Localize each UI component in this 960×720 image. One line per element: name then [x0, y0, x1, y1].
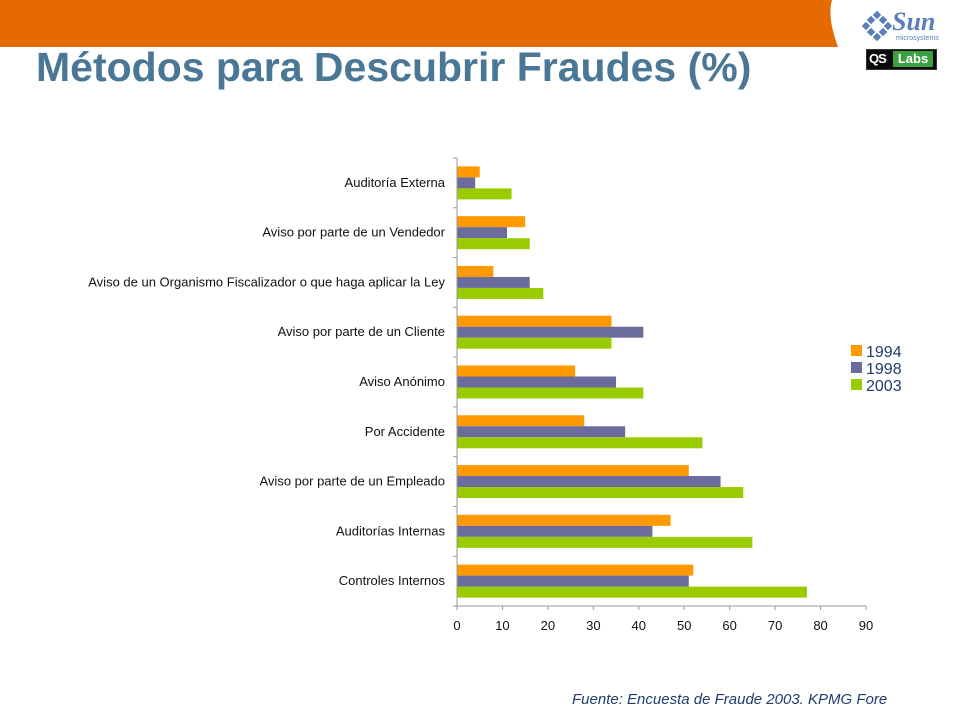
labs-logo-text: Labs [893, 51, 933, 67]
bar-1994-8 [457, 514, 671, 526]
legend-swatch-1994 [851, 345, 862, 356]
category-label: Por Accidente [365, 424, 445, 439]
bar-1994-5 [457, 365, 576, 377]
header-bar [0, 0, 838, 47]
qs-logo-text: QS [869, 51, 887, 66]
sun-logo-icon [862, 11, 892, 41]
x-tick-label: 50 [677, 618, 691, 633]
sun-logo: Sun microsystems [862, 7, 940, 43]
bar-1998-2 [457, 227, 507, 239]
legend-label-2003: 2003 [866, 378, 902, 395]
sun-logo-word: Sun [892, 7, 936, 36]
x-tick-label: 80 [813, 618, 827, 633]
bar-1994-9 [457, 564, 694, 576]
category-label: Aviso por parte de un Empleado [260, 474, 446, 489]
bar-2003-9 [457, 586, 807, 598]
bar-1998-7 [457, 476, 721, 488]
bar-1994-2 [457, 216, 526, 228]
bar-1998-4 [457, 326, 644, 338]
bar-1994-6 [457, 415, 585, 427]
bar-1998-5 [457, 376, 617, 388]
bar-2003-1 [457, 188, 512, 200]
legend-swatch-1998 [851, 362, 862, 373]
bar-1998-1 [457, 177, 476, 189]
category-label: Controles Internos [339, 573, 446, 588]
legend-label-1994: 1994 [866, 344, 902, 361]
bar-2003-4 [457, 337, 612, 349]
category-label: Aviso por parte de un Cliente [278, 324, 445, 339]
legend-label-1998: 1998 [866, 361, 902, 378]
legend-swatch-2003 [851, 379, 862, 390]
sun-logo-subtitle: microsystems [896, 35, 939, 42]
x-tick-label: 40 [632, 618, 646, 633]
bar-2003-5 [457, 387, 644, 399]
x-tick-label: 70 [768, 618, 782, 633]
bar-2003-2 [457, 238, 530, 250]
x-tick-label: 0 [453, 618, 460, 633]
category-label: Aviso Anónimo [359, 374, 445, 389]
bar-1998-6 [457, 426, 626, 438]
bar-1998-9 [457, 575, 689, 587]
category-label: Aviso por parte de un Vendedor [262, 225, 445, 240]
bar-2003-7 [457, 487, 744, 499]
header-bar-shape [0, 0, 838, 47]
x-tick-label: 90 [859, 618, 873, 633]
source-footer: Fuente: Encuesta de Fraude 2003. KPMG Fo… [572, 691, 888, 708]
bar-1994-1 [457, 166, 480, 178]
bar-1998-3 [457, 276, 530, 288]
bar-2003-6 [457, 437, 703, 449]
bar-2003-3 [457, 287, 544, 299]
qs-labs-logo: QS Labs [866, 49, 937, 70]
page-title: Métodos para Descubrir Fraudes (%) [36, 44, 752, 90]
bar-1994-3 [457, 265, 494, 277]
x-tick-label: 10 [495, 618, 509, 633]
bar-1998-8 [457, 525, 653, 537]
x-tick-label: 30 [586, 618, 600, 633]
bar-2003-8 [457, 536, 753, 548]
bar-1994-7 [457, 465, 689, 477]
category-label: Auditorías Internas [336, 523, 446, 538]
bar-1994-4 [457, 315, 612, 327]
category-label: Aviso de un Organismo Fiscalizador o que… [88, 274, 445, 289]
x-tick-label: 60 [722, 618, 736, 633]
x-tick-label: 20 [541, 618, 555, 633]
category-label: Auditoría Externa [345, 175, 446, 190]
